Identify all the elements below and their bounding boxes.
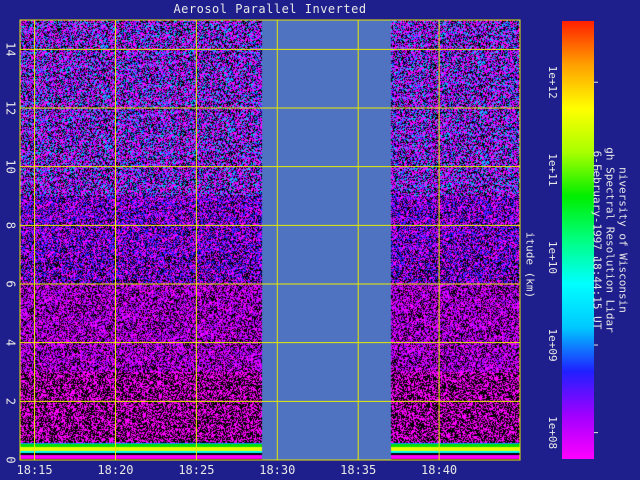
colorbar-tick-label: 1e+10 bbox=[546, 241, 559, 274]
colorbar-tick-label: 1e+08 bbox=[546, 416, 559, 449]
annotation-line-3: 6-February-1997 18:44:15 UT bbox=[590, 150, 604, 330]
x-tick-label: 18:20 bbox=[97, 463, 133, 477]
chart-title: Aerosol Parallel Inverted bbox=[173, 2, 367, 16]
x-tick-label: 18:40 bbox=[421, 463, 457, 477]
y-tick-label: 2 bbox=[4, 398, 18, 405]
colorbar-ticks: 1e+08 1e+09 1e+10 1e+11 1e+12 bbox=[546, 66, 598, 449]
x-tick-label: 18:25 bbox=[178, 463, 214, 477]
colorbar-gradient bbox=[562, 21, 594, 459]
colorbar-tick-label: 1e+09 bbox=[546, 328, 559, 361]
x-tick-label: 18:15 bbox=[17, 463, 53, 477]
y-tick-label: 14 bbox=[4, 42, 18, 56]
y-tick-label: 0 bbox=[4, 456, 18, 463]
tick-layer: 18:15 18:20 18:25 18:30 18:35 18:40 0 2 4 6 8 10 12 1… bbox=[4, 42, 458, 477]
x-tick-label: 18:35 bbox=[340, 463, 376, 477]
y-tick-label: 8 bbox=[4, 222, 18, 229]
grid-layer bbox=[19, 19, 521, 461]
colorbar-tick-label: 1e+11 bbox=[546, 153, 559, 186]
annotation-block: niversity of Wisconsin gh Spectral Resol… bbox=[591, 147, 630, 332]
y-tick-label: 10 bbox=[4, 159, 18, 173]
y-tick-label: 4 bbox=[4, 339, 18, 346]
annotation-line-1: niversity of Wisconsin bbox=[616, 167, 630, 313]
y-tick-label: 12 bbox=[4, 101, 18, 115]
heatmap-image bbox=[20, 20, 520, 460]
x-tick-label: 18:30 bbox=[259, 463, 295, 477]
colorbar-tick-label: 1e+12 bbox=[546, 66, 559, 99]
y-tick-label: 6 bbox=[4, 280, 18, 287]
annotation-line-2: gh Spectral Resolution Lidar bbox=[603, 147, 617, 333]
heatmap-layer bbox=[20, 20, 520, 460]
